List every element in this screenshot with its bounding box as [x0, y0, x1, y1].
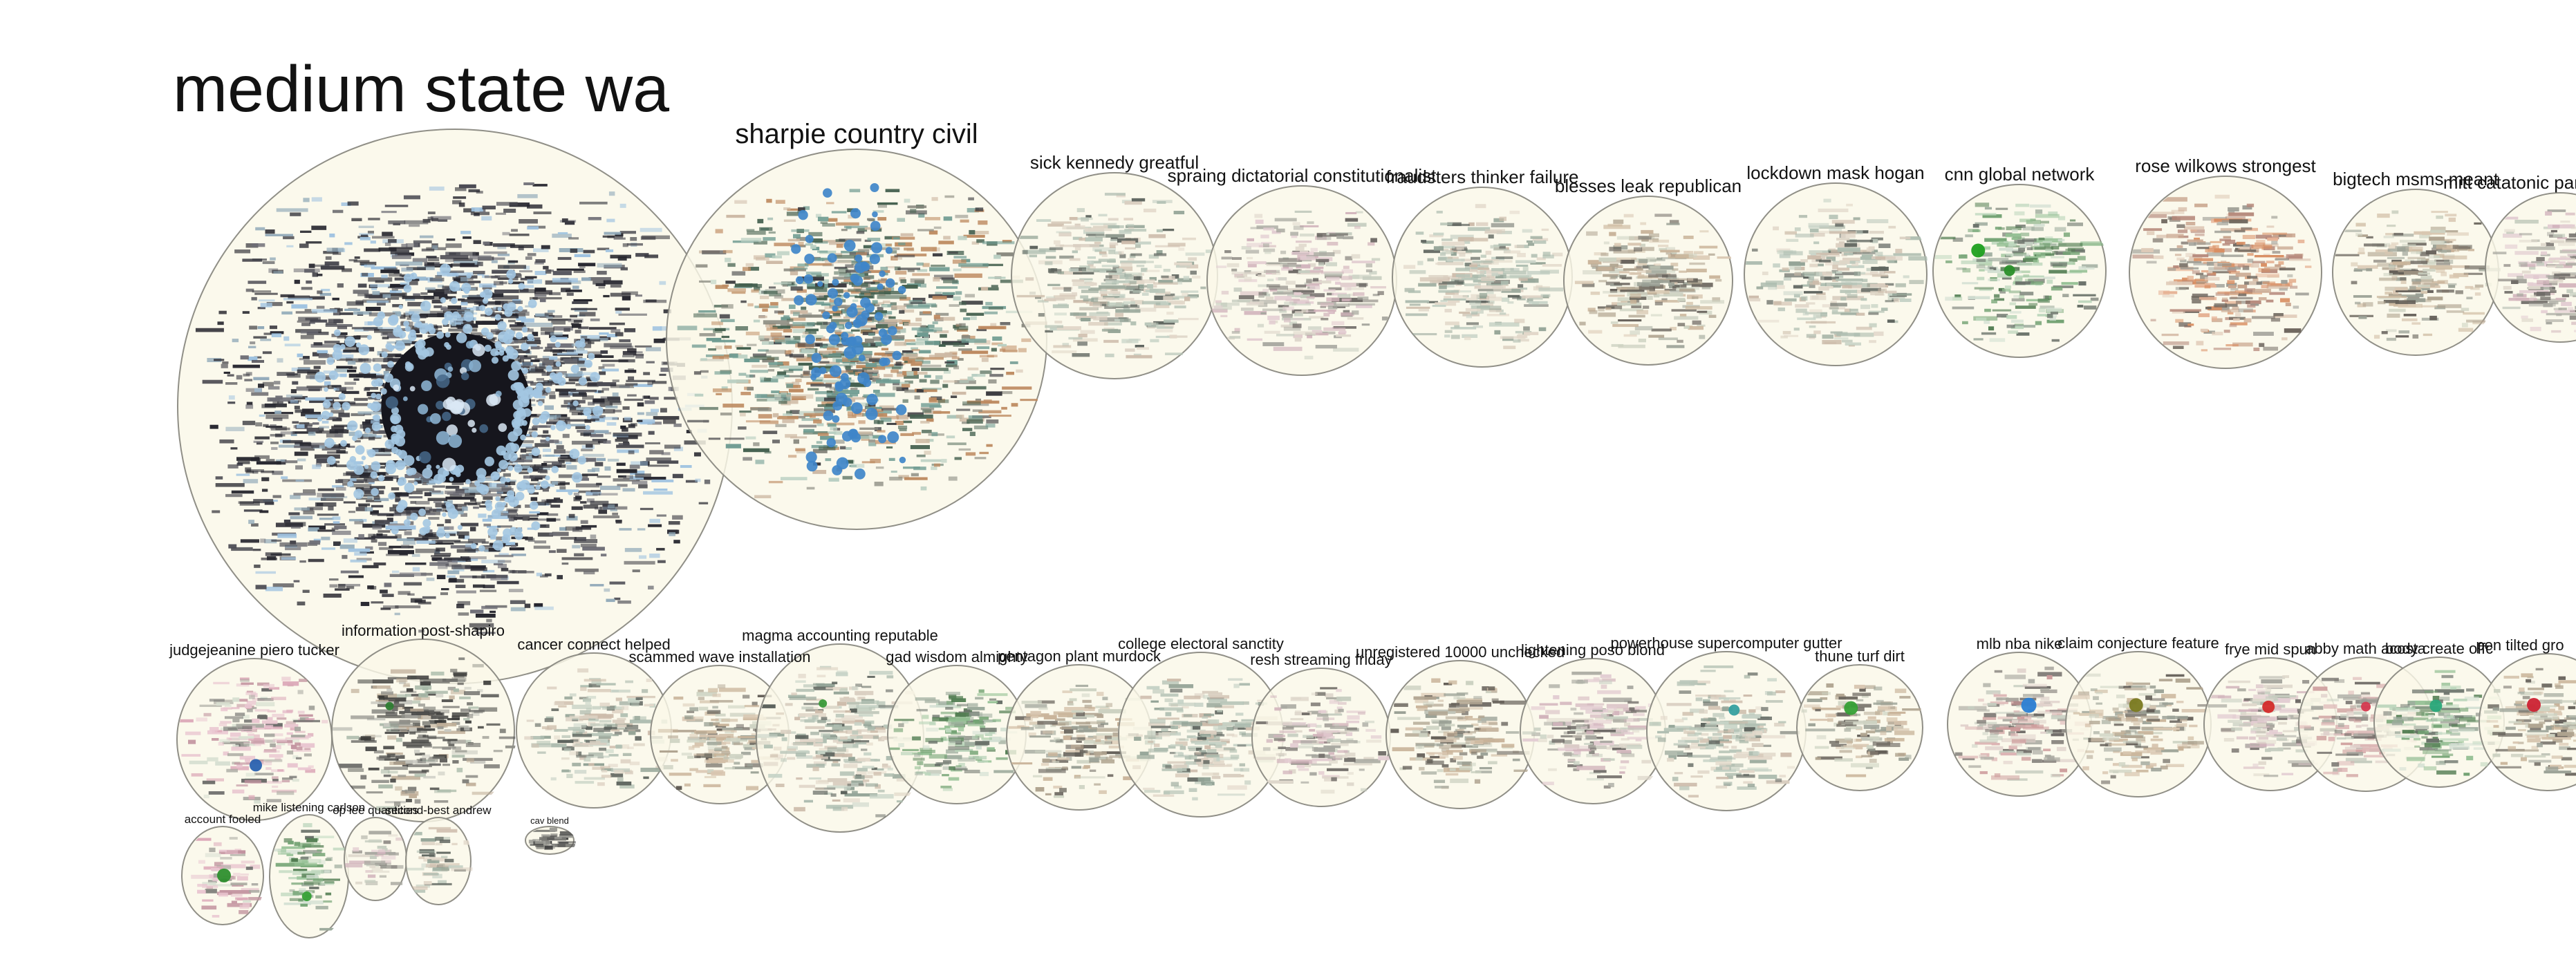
cluster-label-lockdown-mask-hogan: lockdown mask hogan — [1746, 162, 1925, 183]
cluster-bubble-sick-kennedy-greatful[interactable] — [1011, 172, 1218, 379]
cluster-label-cav-blend: cav blend — [530, 815, 569, 826]
cluster-bubble-gad-wisdom-almighty[interactable] — [887, 665, 1027, 804]
cluster-label-pentagon-plant-murdock: pentagon plant murdock — [997, 647, 1161, 665]
cluster-scatter-op-lee-quantities — [345, 831, 404, 885]
cluster-scatter-resh-streaming-friday — [1256, 687, 1392, 794]
cluster-bubble-medium-state-wa[interactable] — [177, 129, 733, 684]
cluster-label-thune-turf-dirt: thune turf dirt — [1815, 647, 1905, 665]
cluster-label-blesses-leak-republican: blesses leak republican — [1554, 175, 1742, 196]
cluster-scatter-gad-wisdom-almighty — [889, 689, 1018, 791]
cluster-scatter-unregistered-10000-unchecked — [1390, 678, 1532, 789]
cluster-bubble-magma-accounting-reputable[interactable] — [756, 643, 924, 833]
cluster-label-magma-accounting-reputable: magma accounting reputable — [742, 626, 938, 644]
cluster-label-mlb-nba-nike: mlb nba nike — [1976, 634, 2063, 652]
cluster-scatter-rose-wilkows-strongest — [2131, 194, 2312, 352]
cluster-scatter-spraing-dictatorial-constitutionalist — [1211, 210, 1388, 360]
cluster-scatter-cav-blend — [528, 827, 576, 850]
cluster-scatter-sharpie-country-civil — [677, 183, 1038, 499]
cluster-label-op-lee-quantities: op lee quantities — [333, 804, 418, 818]
cluster-scatter-thune-turf-dirt — [1801, 683, 1921, 777]
cluster-scatter-fraudsters-thinker-failure — [1403, 204, 1564, 350]
cluster-bubble-cav-blend[interactable] — [525, 826, 576, 855]
cluster-label-cancer-connect-helped: cancer connect helped — [517, 635, 671, 653]
cluster-label-fraudsters-thinker-failure: fraudsters thinker failure — [1385, 166, 1579, 187]
cluster-bubble-account-fooled[interactable] — [181, 826, 264, 925]
cluster-label-information-post-shapiro: information post-shapiro — [341, 621, 505, 639]
cluster-label-lightening-poso-blond: lightening poso blond — [1521, 641, 1665, 659]
cluster-scatter-sick-kennedy-greatful — [1015, 192, 1213, 359]
cluster-label-body-create-offc: body create offc — [2384, 639, 2494, 657]
cluster-label-abby-math-acosta: abby math acosta — [2306, 639, 2426, 657]
cluster-bubble-thune-turf-dirt[interactable] — [1796, 664, 1923, 791]
cluster-label-mike-listening-carlson: mike listening carlson — [252, 801, 366, 815]
cluster-scatter-magma-accounting-reputable — [757, 665, 917, 818]
cluster-bubble-op-lee-quantities[interactable] — [344, 817, 407, 901]
cluster-label-college-electoral-sanctity: college electoral sanctity — [1118, 634, 1284, 652]
cluster-scatter-pen-tilted-gro — [2484, 668, 2576, 776]
cluster-label-bigtech-msms-meant: bigtech msms meant — [2333, 168, 2499, 189]
cluster-bubble-cnn-global-network[interactable] — [1932, 184, 2107, 358]
cluster-bubble-information-post-shapiro[interactable] — [331, 639, 516, 822]
cluster-scatter-account-fooled — [191, 837, 262, 918]
cluster-label-unregistered-10000-unchecked: unregistered 10000 unchecked — [1355, 643, 1565, 661]
cluster-bubble-lightening-poso-blond[interactable] — [1520, 658, 1666, 804]
cluster-bubble-spraing-dictatorial-constitutionalist[interactable] — [1206, 185, 1397, 376]
cluster-scatter-lightening-poso-blond — [1522, 671, 1659, 789]
cluster-bubble-lockdown-mask-hogan[interactable] — [1744, 182, 1928, 366]
cluster-scatter-mitt-catatonic-party — [2492, 209, 2576, 333]
cluster-scatter-lockdown-mask-hogan — [1745, 198, 1928, 347]
cluster-bubble-pen-tilted-gro[interactable] — [2479, 653, 2576, 791]
cluster-label-powerhouse-supercomputer-gutter: powerhouse supercomputer gutter — [1610, 634, 1842, 652]
cluster-label-claim-conjecture-feature: claim conjecture feature — [2057, 634, 2219, 652]
cluster-bubble-mitt-catatonic-party[interactable] — [2485, 192, 2576, 343]
cluster-scatter-information-post-shapiro — [333, 657, 516, 811]
cluster-scatter-second-best-andrew — [407, 826, 473, 893]
cluster-label-gad-wisdom-almighty: gad wisdom almighty — [886, 648, 1028, 665]
cluster-bubble-mike-listening-carlson[interactable] — [269, 814, 349, 938]
cluster-label-rose-wilkows-strongest: rose wilkows strongest — [2135, 155, 2316, 176]
cluster-label-cnn-global-network: cnn global network — [1944, 163, 2095, 185]
cluster-label-account-fooled: account fooled — [184, 813, 261, 826]
cluster-label-sharpie-country-civil: sharpie country civil — [735, 119, 978, 149]
cluster-bubble-sharpie-country-civil[interactable] — [666, 149, 1047, 530]
cluster-scatter-cnn-global-network — [1934, 202, 2104, 342]
cluster-label-judgejeanine-piero-tucker: judgejeanine piero tucker — [169, 641, 339, 659]
cluster-label-medium-state-wa: medium state wa — [173, 53, 670, 126]
cluster-bubble-claim-conjecture-feature[interactable] — [2065, 651, 2212, 797]
cluster-label-resh-streaming-friday: resh streaming friday — [1250, 650, 1392, 668]
cluster-bubble-cancer-connect-helped[interactable] — [516, 652, 672, 809]
cluster-label-scammed-wave-installation: scammed wave installation — [628, 648, 811, 665]
cluster-scatter-cancer-connect-helped — [524, 668, 668, 788]
cluster-bubble-judgejeanine-piero-tucker[interactable] — [176, 658, 333, 821]
cluster-scatter-medium-state-wa — [195, 182, 724, 634]
cluster-bubble-resh-streaming-friday[interactable] — [1251, 668, 1392, 807]
cluster-label-sick-kennedy-greatful: sick kennedy greatful — [1029, 151, 1200, 173]
cluster-label-second-best-andrew: second-best andrew — [385, 804, 492, 818]
cluster-scatter-bigtech-msms-meant — [2334, 210, 2501, 341]
cluster-bubble-powerhouse-supercomputer-gutter[interactable] — [1646, 651, 1807, 811]
cluster-scatter-mlb-nba-nike — [1954, 666, 2093, 781]
cluster-bubble-fraudsters-thinker-failure[interactable] — [1392, 187, 1573, 368]
cluster-scatter-judgejeanine-piero-tucker — [178, 677, 328, 804]
cluster-bubble-bigtech-msms-meant[interactable] — [2332, 189, 2501, 356]
cluster-label-mitt-catatonic-party: mitt catatonic party — [2443, 171, 2576, 193]
cluster-bubble-blesses-leak-republican[interactable] — [1563, 196, 1735, 366]
cluster-scatter-claim-conjecture-feature — [2070, 673, 2210, 784]
cluster-bubble-rose-wilkows-strongest[interactable] — [2129, 176, 2322, 369]
cluster-scatter-blesses-leak-republican — [1574, 214, 1735, 348]
cluster-scatter-powerhouse-supercomputer-gutter — [1649, 665, 1800, 798]
cluster-bubble-unregistered-10000-unchecked[interactable] — [1385, 660, 1535, 809]
cluster-label-frye-mid-spun: frye mid spun — [2224, 640, 2317, 658]
cluster-bubble-second-best-andrew[interactable] — [405, 817, 473, 905]
cluster-label-spraing-dictatorial-constitutionalist: spraing dictatorial constitutionalist — [1167, 164, 1437, 186]
cluster-scatter-scammed-wave-installation — [657, 684, 784, 791]
cluster-scatter-mike-listening-carlson — [274, 823, 347, 931]
cluster-label-pen-tilted-gro: pen tilted gro — [2476, 636, 2564, 654]
